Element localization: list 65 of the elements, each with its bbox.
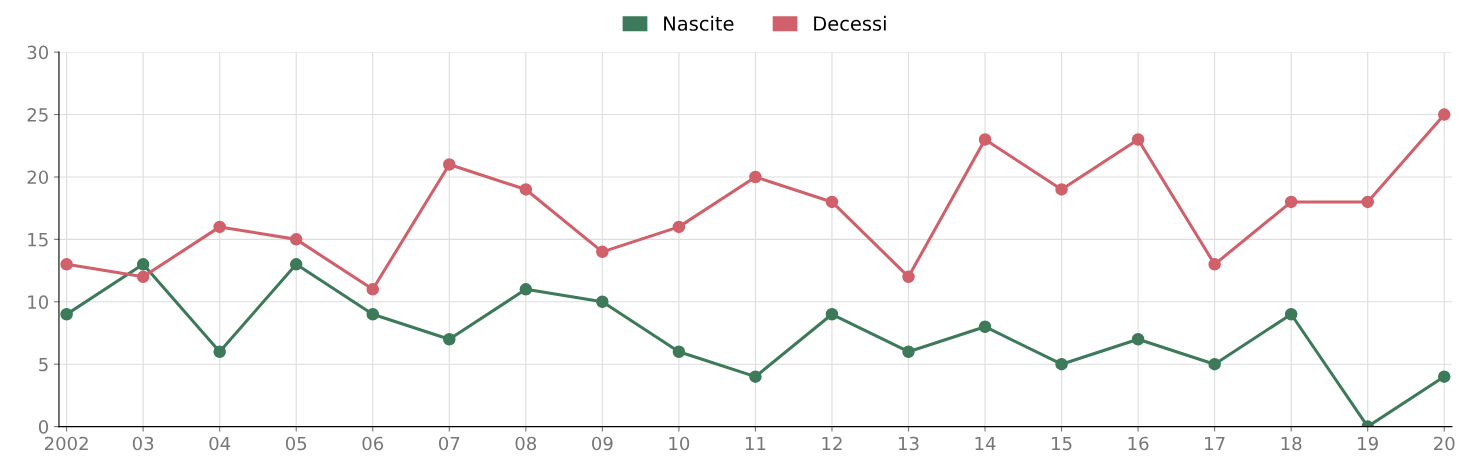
- point: [902, 270, 915, 284]
- point: [596, 295, 609, 309]
- x-tick-label: 19: [1358, 436, 1378, 451]
- point: [825, 308, 839, 321]
- point: [672, 345, 686, 358]
- point: [978, 320, 992, 333]
- x-tick-label: 10: [669, 436, 690, 451]
- point: [978, 133, 992, 146]
- point: [1208, 258, 1221, 271]
- point: [443, 158, 456, 171]
- point: [60, 258, 73, 271]
- y-tick-label: 15: [28, 233, 48, 247]
- x-tick-label: 17: [1205, 436, 1225, 451]
- x-tick-label: 12: [822, 436, 842, 451]
- point: [672, 220, 686, 234]
- point: [366, 308, 380, 321]
- x-tick-label: 2002: [44, 436, 88, 451]
- x-tick-label: 13: [898, 436, 919, 451]
- point: [1131, 332, 1145, 346]
- x-tick-label: 11: [745, 436, 766, 451]
- point: [902, 345, 915, 358]
- y-tick-label: 25: [27, 108, 48, 122]
- point: [443, 332, 456, 346]
- point: [60, 308, 73, 321]
- legend-label: Nascite: [664, 15, 734, 31]
- point: [213, 220, 226, 234]
- point: [136, 270, 150, 284]
- y-tick-label: 10: [28, 295, 49, 309]
- x-tick-label: 05: [285, 436, 307, 451]
- point: [825, 195, 839, 209]
- point: [1055, 183, 1068, 196]
- point: [1437, 108, 1451, 121]
- point: [1131, 133, 1145, 146]
- point: [366, 283, 380, 296]
- x-tick-label: 18: [1281, 436, 1302, 451]
- legend-label: Decessi: [814, 15, 886, 31]
- point: [289, 258, 303, 271]
- y-tick-label: 5: [39, 357, 48, 372]
- point: [213, 345, 226, 358]
- point: [1055, 357, 1068, 371]
- x-tick-label: 08: [515, 436, 537, 451]
- point: [1284, 308, 1298, 321]
- point: [519, 283, 533, 296]
- x-tick-label: 06: [362, 436, 384, 451]
- point: [1208, 357, 1221, 371]
- x-tick-label: 04: [209, 436, 231, 451]
- y-tick-label: 30: [27, 45, 49, 60]
- x-tick-label: 16: [1128, 436, 1149, 451]
- x-tick-label: 07: [438, 436, 460, 451]
- x-tick-label: 15: [1052, 436, 1072, 451]
- point: [1437, 370, 1451, 383]
- x-tick-label: 03: [132, 436, 154, 451]
- point: [749, 170, 762, 184]
- x-tick-label: 09: [592, 436, 613, 451]
- point: [749, 370, 762, 383]
- point: [1284, 195, 1298, 209]
- x-tick-label: 14: [975, 436, 996, 451]
- x-tick-label: 20: [1434, 436, 1455, 451]
- point: [596, 245, 609, 259]
- point: [1361, 195, 1374, 209]
- point: [519, 183, 533, 196]
- point: [136, 258, 150, 271]
- y-tick-label: 0: [38, 420, 49, 434]
- point: [289, 233, 303, 246]
- y-tick-label: 20: [27, 170, 49, 185]
